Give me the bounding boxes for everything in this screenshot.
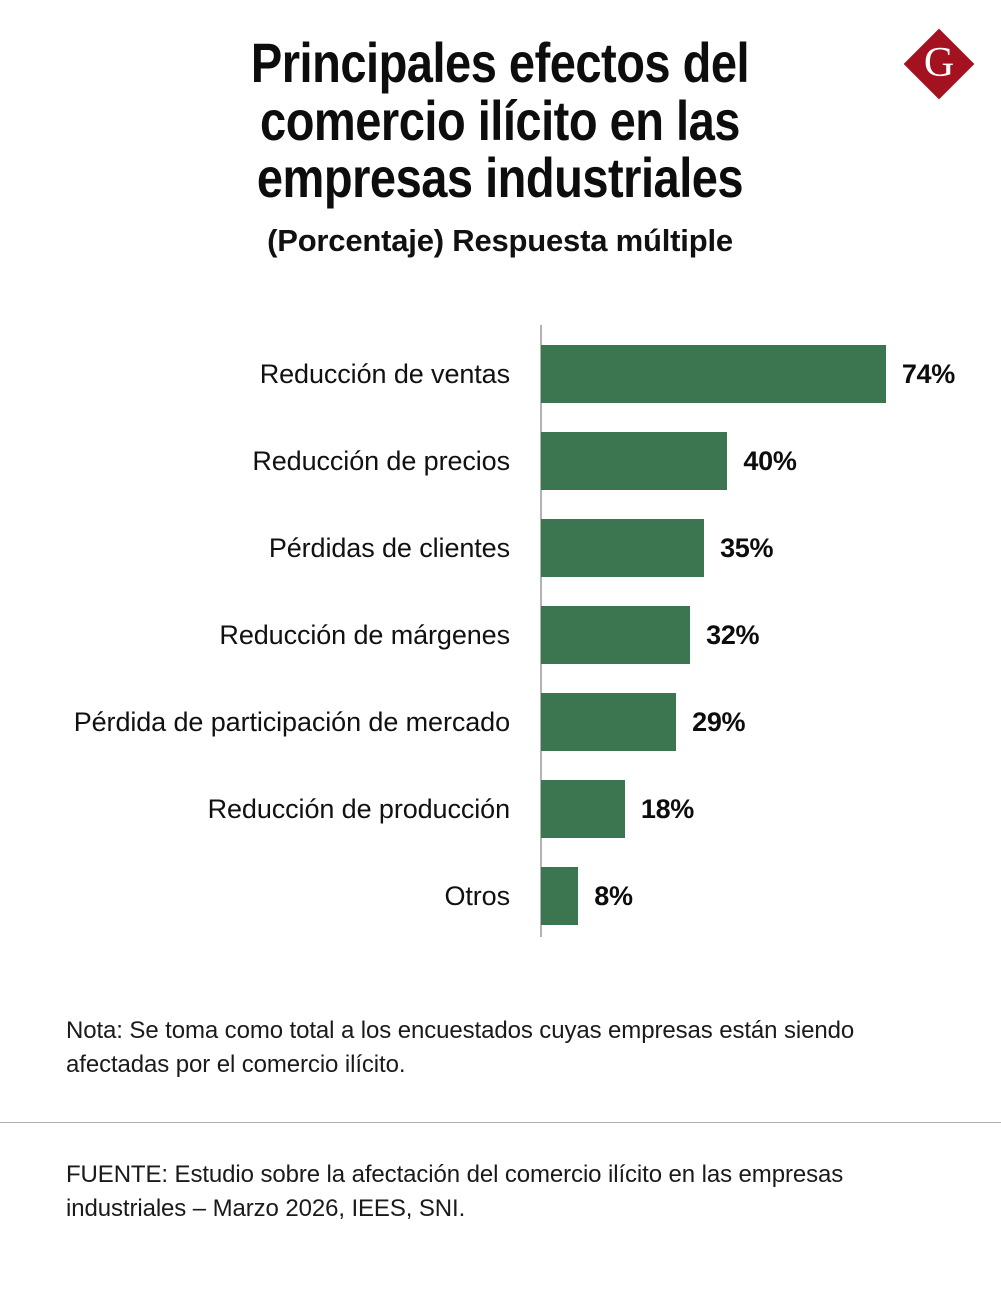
bar-row: Otros 8% <box>0 867 1001 925</box>
logo-letter-g: G <box>923 40 955 86</box>
category-label: Reducción de ventas <box>259 359 510 389</box>
chart-header: Principales efectos del comercio ilícito… <box>120 34 880 259</box>
category-label: Otros <box>444 881 510 911</box>
chart-source: FUENTE: Estudio sobre la afectación del … <box>66 1161 844 1223</box>
category-label: Reducción de precios <box>252 446 510 476</box>
category-label: Pérdidas de clientes <box>268 533 510 563</box>
bar <box>541 432 728 490</box>
bar-value-label: 40% <box>743 446 797 476</box>
category-label: Reducción de producción <box>207 794 511 824</box>
bar-row: Pérdida de participación de mercado 29% <box>0 693 1001 751</box>
bar-row: Reducción de producción 18% <box>0 780 1001 838</box>
bar-row: Pérdidas de clientes 35% <box>0 519 1001 577</box>
footer-divider <box>0 1122 1001 1123</box>
category-label: Pérdida de participación de mercado <box>73 707 510 737</box>
bar-value-label: 29% <box>692 707 746 737</box>
bar <box>541 693 677 751</box>
bar <box>541 345 886 403</box>
bar-value-label: 18% <box>640 794 695 824</box>
bar-row: Reducción de márgenes 32% <box>0 606 1001 664</box>
bar <box>541 867 579 925</box>
bar <box>541 780 625 838</box>
bar-value-label: 74% <box>901 359 955 389</box>
bar <box>541 606 691 664</box>
bar-row: Reducción de ventas 74% <box>0 345 1001 403</box>
bar <box>541 519 705 577</box>
chart-note: Nota: Se toma como total a los encuestad… <box>66 1017 855 1079</box>
bar-value-label: 8% <box>594 881 633 911</box>
category-label: Reducción de márgenes <box>219 620 510 650</box>
y-axis-line <box>540 325 542 937</box>
bar-value-label: 32% <box>706 620 760 650</box>
chart-plot-area: Reducción de ventas 74% Reducción de preci… <box>0 325 1001 937</box>
page-title: Principales efectos del comercio ilícito… <box>250 31 750 210</box>
brand-logo: G <box>903 28 975 100</box>
bar-row: Reducción de precios 40% <box>0 432 1001 490</box>
bar-value-label: 35% <box>720 533 774 563</box>
chart-subtitle: (Porcentaje) Respuesta múltiple <box>267 223 733 259</box>
